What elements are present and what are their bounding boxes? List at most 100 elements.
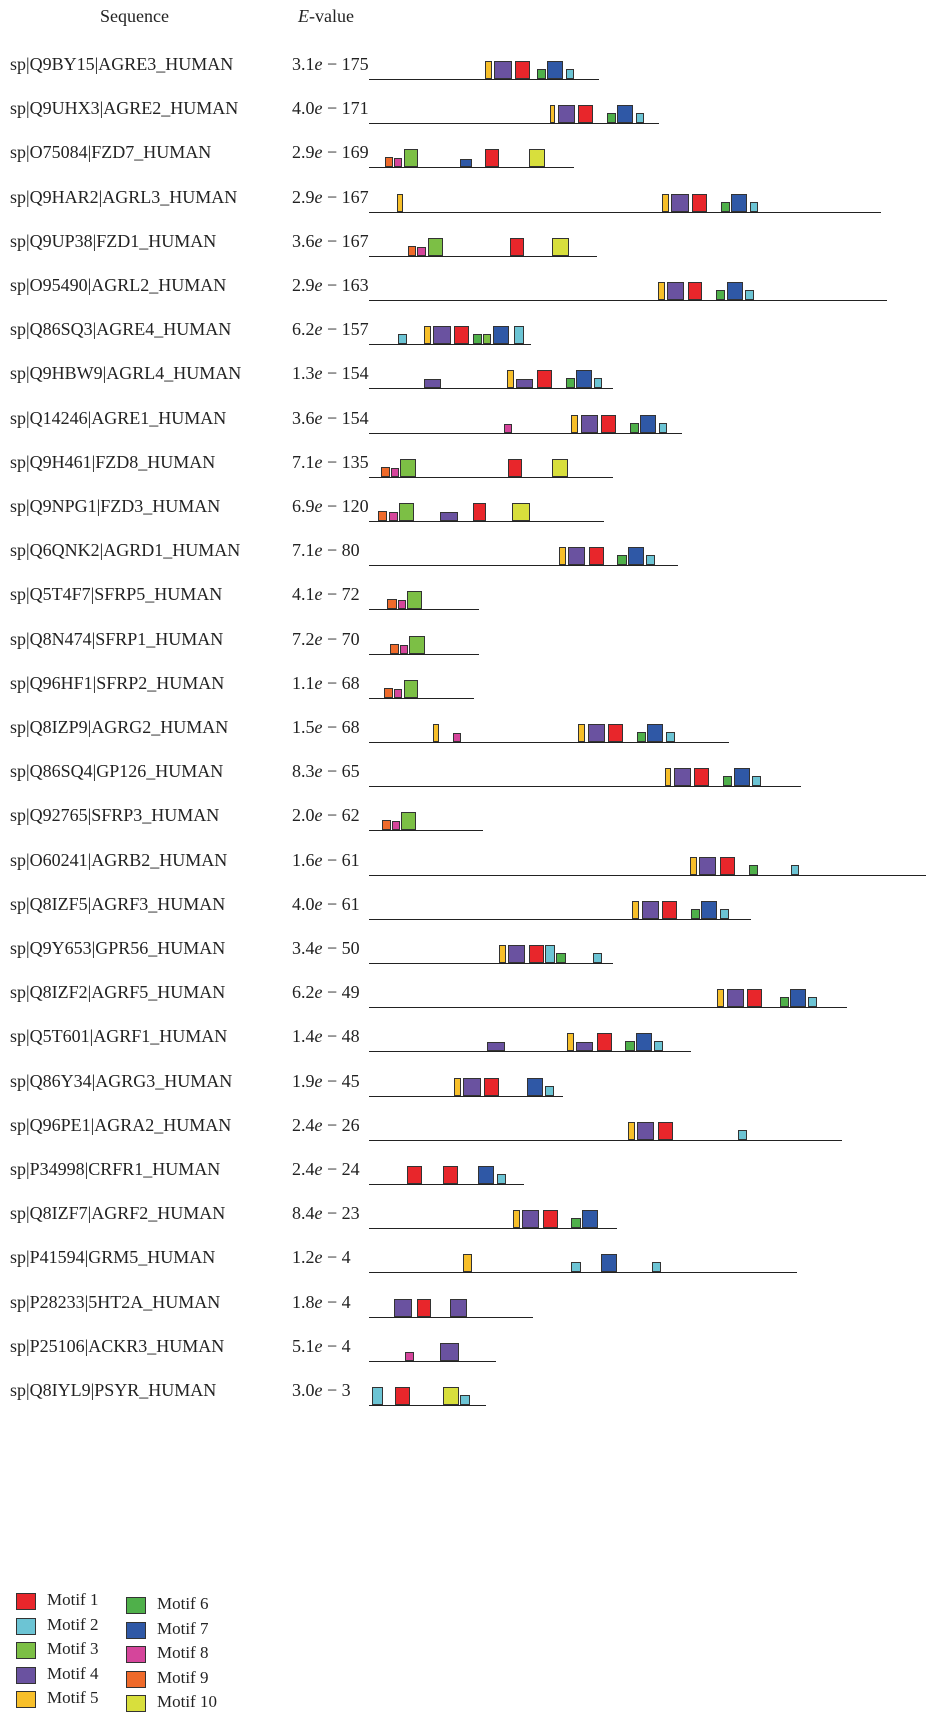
evalue: 1.6e − 61 [292, 850, 360, 871]
motif-2-block [635, 113, 644, 124]
sequence-row: sp|Q96PE1|AGRA2_HUMAN 2.4e − 26 [0, 1097, 948, 1145]
evalue-mantissa: 3.0 [292, 1380, 315, 1400]
evalue-e: e [314, 275, 323, 295]
motif-8-block [452, 733, 461, 742]
sequence-line [369, 830, 483, 832]
legend-label: Motif 8 [157, 1643, 209, 1662]
evalue: 1.8e − 4 [292, 1292, 351, 1313]
evalue-exponent: − 49 [322, 982, 360, 1003]
evalue-mantissa: 1.6 [292, 849, 315, 870]
evalue-mantissa: 4.1 [292, 584, 315, 605]
motif-9-block [378, 511, 388, 521]
evalue-e: e [314, 628, 323, 649]
motif-6-block [565, 378, 575, 389]
evalue-e: e [314, 451, 323, 472]
legend-swatch [16, 1666, 36, 1684]
sequence-id: sp|Q9HAR2|AGRL3_HUMAN [10, 186, 238, 207]
motif-1-block [515, 61, 530, 79]
sequence-line [369, 1184, 525, 1185]
motif-5-block [485, 61, 493, 79]
sequence-row: sp|Q9HAR2|AGRL3_HUMAN 2.9e − 167 [0, 169, 948, 217]
evalue-exponent: − 68 [322, 672, 360, 693]
motif-5-block [396, 193, 404, 212]
motif-2-block [658, 422, 667, 433]
motif-6-block [779, 997, 789, 1008]
motif-5-block [566, 1033, 574, 1052]
motif-7-block [701, 900, 718, 919]
motif-6-block [630, 422, 640, 433]
sequence-id: sp|Q9NPG1|FZD3_HUMAN [10, 496, 221, 516]
sequence-line [369, 1360, 496, 1362]
evalue-exponent: − 4 [322, 1247, 351, 1268]
motif-10-block [551, 237, 570, 256]
motif-1-block [578, 105, 594, 124]
motif-2-block [738, 1129, 748, 1140]
motif-4-block [673, 768, 691, 787]
evalue: 8.3e − 65 [292, 761, 360, 782]
evalue-header-rest: -value [309, 6, 354, 26]
evalue: 2.9e − 163 [292, 275, 369, 296]
motif-8-block [503, 423, 512, 433]
motif-2-block [751, 776, 762, 787]
evalue-exponent: − 175 [322, 54, 369, 74]
evalue-e: e [314, 1026, 323, 1047]
sequence-id: sp|Q92765|SFRP3_HUMAN [10, 805, 220, 826]
sequence-line [369, 1007, 848, 1009]
motif-9-block [408, 245, 417, 256]
motif-4-block [440, 512, 458, 521]
evalue-mantissa: 8.3 [292, 761, 315, 782]
motif-5-block [689, 856, 697, 875]
evalue-e: e [314, 98, 323, 119]
legend-swatch [16, 1642, 36, 1659]
evalue-mantissa: 7.2 [292, 628, 315, 649]
evalue: 8.4e − 23 [292, 1203, 360, 1224]
sequence-id: sp|P41594|GRM5_HUMAN [10, 1247, 216, 1268]
evalue-e: e [314, 230, 323, 251]
motif-2-block [513, 326, 525, 345]
evalue-mantissa: 2.4 [292, 1114, 315, 1135]
sequence-row: sp|P28233|5HT2A_HUMAN 1.8e − 4 [0, 1274, 948, 1322]
motif-5-block [424, 326, 432, 345]
evalue-mantissa: 2.9 [292, 275, 315, 295]
evalue-e: e [314, 761, 323, 782]
motif-7-block [601, 1254, 618, 1273]
evalue-mantissa: 2.9 [292, 186, 315, 207]
evalue-e: e [314, 540, 323, 561]
motif-1-block [472, 503, 487, 521]
evalue-exponent: − 68 [322, 717, 360, 737]
motif-diagram: sp|Q9BY15|AGRE3_HUMAN 3.1e − 175 sp|Q9UHX3… [0, 54, 948, 1406]
evalue-e: e [314, 1380, 323, 1400]
motif-2-block [749, 201, 758, 212]
evalue: 2.4e − 24 [292, 1159, 360, 1180]
motif-6-block [607, 113, 617, 124]
motif-8-block [417, 246, 427, 256]
sequence-line [369, 1228, 618, 1230]
evalue-mantissa: 6.2 [292, 319, 315, 340]
evalue-e: e [314, 1159, 323, 1179]
motif-1-block [601, 414, 617, 433]
motif-6-block [536, 69, 547, 79]
motif-3-block [400, 458, 417, 477]
sequence-row: sp|Q8N474|SFRP1_HUMAN 7.2e − 70 [0, 611, 948, 659]
legend-label: Motif 6 [157, 1594, 209, 1613]
motif-2-block [565, 69, 574, 79]
motif-2-block [459, 1395, 471, 1405]
sequence-line [369, 918, 751, 920]
evalue-exponent: − 70 [322, 628, 360, 649]
motif-legend: Motif 1 Motif 2 Motif 3 Motif 4 Motif 5 Motif… [16, 1590, 276, 1720]
motif-8-block [404, 1351, 414, 1361]
evalue-exponent: − 61 [322, 849, 360, 870]
evalue: 4.0e − 171 [292, 98, 369, 119]
motif-9-block [387, 599, 397, 610]
evalue: 1.4e − 48 [292, 1026, 360, 1047]
sequence-id: sp|Q86SQ4|GP126_HUMAN [10, 761, 224, 782]
sequence-row: sp|Q6QNK2|AGRD1_HUMAN 7.1e − 80 [0, 522, 948, 570]
evalue: 2.9e − 169 [292, 142, 369, 163]
motif-7-block [726, 282, 743, 300]
evalue-exponent: − 154 [322, 407, 369, 428]
motif-1-block [528, 945, 544, 963]
sequence-line [369, 874, 926, 876]
motif-9-block [389, 643, 399, 654]
motif-2-block [544, 945, 556, 963]
motif-1-block [536, 370, 552, 389]
